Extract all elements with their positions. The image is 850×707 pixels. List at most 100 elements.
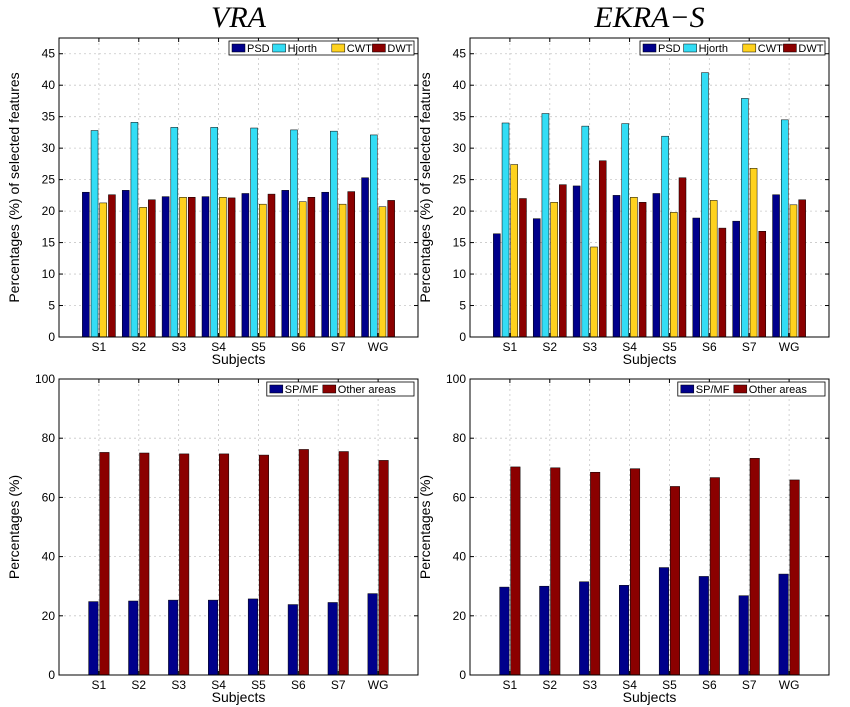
bar-other-areas-s6 (709, 477, 720, 676)
bar-cwt-s6 (709, 200, 718, 338)
y-tick-label: 30 (42, 141, 56, 155)
x-tick-label: S5 (662, 678, 677, 692)
x-tick-label: S7 (742, 340, 757, 354)
legend-label-sp-mf: SP/MF (696, 384, 730, 396)
legend-label-cwt: CWT (347, 43, 372, 55)
x-tick-label: S6 (702, 678, 717, 692)
y-tick-label: 5 (48, 299, 55, 313)
x-axis-label: Subjects (623, 689, 677, 705)
legend-label-dwt: DWT (798, 43, 823, 55)
y-tick-label: 100 (446, 372, 466, 386)
y-axis-label: Percentages (%) (6, 475, 22, 579)
x-tick-label: WG (368, 340, 389, 354)
legend-swatch-hjorth (272, 43, 286, 53)
bar-dwt-s7 (758, 230, 767, 338)
chart-title: EKRA−S (593, 1, 704, 34)
legend-label-other-areas: Other areas (749, 384, 808, 396)
bar-hjorth-s1 (501, 122, 510, 338)
x-tick-label: WG (779, 340, 800, 354)
legend-label-dwt: DWT (387, 43, 412, 55)
bar-hjorth-s5 (661, 135, 669, 338)
bar-psd-s4 (612, 195, 621, 338)
bar-hjorth-s5 (250, 127, 258, 338)
y-tick-label: 40 (453, 78, 467, 92)
bar-psd-s2 (121, 190, 130, 338)
legend-label-hjorth: Hjorth (699, 43, 728, 55)
plot-frame (58, 378, 419, 676)
bar-hjorth-wg (370, 134, 378, 338)
y-axis-label: Percentages (%) of selected features (6, 72, 22, 302)
bar-psd-s3 (572, 185, 581, 338)
legend-swatch-dwt (783, 43, 797, 53)
bar-other-areas-s6 (298, 449, 309, 676)
x-tick-label: S3 (582, 340, 597, 354)
chart-4: 0 20 40 60 80 100 S1 S2 S3 S4 S5 S6 S7 WG Subjects Perc… (417, 372, 830, 705)
y-tick-label: 40 (42, 78, 56, 92)
bar-dwt-s5 (678, 177, 687, 338)
legend: PSD Hjorth CWT DWT (228, 40, 415, 56)
x-tick-label: WG (368, 678, 389, 692)
bar-sp-mf-wg (367, 593, 378, 676)
x-tick-label: WG (779, 678, 800, 692)
y-tick-label: 20 (453, 204, 467, 218)
bar-psd-s6 (692, 217, 701, 338)
legend-swatch-psd (231, 43, 246, 53)
y-tick-label: 20 (42, 204, 56, 218)
y-tick-label: 40 (453, 550, 467, 564)
bar-sp-mf-s6 (287, 604, 298, 676)
y-tick-label: 80 (453, 431, 467, 445)
legend-swatch-dwt (372, 43, 386, 53)
y-tick-label: 35 (42, 110, 56, 124)
bar-cwt-s5 (259, 203, 267, 338)
bar-hjorth-s3 (170, 127, 179, 338)
bar-cwt-s4 (219, 197, 227, 338)
y-tick-label: 0 (48, 330, 55, 344)
bar-psd-wg (772, 194, 780, 338)
bar-sp-mf-s1 (499, 586, 510, 676)
y-tick-label: 40 (42, 550, 56, 564)
bar-sp-mf-s4 (208, 599, 219, 676)
y-tick-label: 0 (459, 330, 466, 344)
y-tick-label: 60 (42, 490, 56, 504)
x-tick-label: S5 (251, 340, 266, 354)
legend-box (677, 381, 826, 397)
bar-psd-s4 (201, 196, 210, 338)
x-tick-label: S3 (171, 678, 186, 692)
bar-sp-mf-s2 (128, 600, 139, 676)
legend-swatch-cwt (331, 43, 346, 53)
y-tick-label: 25 (42, 173, 56, 187)
y-tick-label: 0 (48, 668, 55, 682)
legend-swatch-other-areas (733, 384, 748, 394)
x-tick-label: S5 (251, 678, 266, 692)
chart-1: VRA 0 5 10 15 20 25 30 35 40 45 S1 S2 S3 S4 S5 S6 S7 WG Sub… (6, 1, 419, 367)
x-tick-label: S1 (503, 678, 518, 692)
bar-psd-s5 (241, 193, 250, 338)
x-axis-label: Subjects (623, 351, 677, 367)
x-tick-label: S1 (92, 678, 107, 692)
legend-label-psd: PSD (247, 43, 270, 55)
bar-sp-mf-s2 (539, 585, 550, 676)
x-tick-label: S4 (211, 678, 226, 692)
bar-dwt-s1 (108, 194, 116, 338)
legend-swatch-other-areas (322, 384, 337, 394)
x-tick-label: S4 (622, 678, 637, 692)
legend-swatch-psd (642, 43, 657, 53)
x-tick-label: S6 (291, 340, 306, 354)
legend-label-hjorth: Hjorth (288, 43, 317, 55)
bar-dwt-s6 (718, 227, 727, 338)
y-tick-label: 15 (453, 236, 467, 250)
y-tick-label: 0 (459, 668, 466, 682)
y-tick-label: 35 (453, 110, 467, 124)
y-tick-label: 10 (453, 267, 467, 281)
bar-other-areas-s1 (510, 466, 521, 676)
bar-cwt-s7 (338, 203, 347, 338)
y-tick-label: 80 (42, 431, 56, 445)
bar-psd-s1 (493, 233, 501, 338)
bar-hjorth-s4 (210, 127, 218, 338)
bar-other-areas-s1 (99, 452, 110, 676)
legend: SP/MF Other areas (266, 381, 415, 397)
x-tick-label: S7 (331, 678, 346, 692)
x-tick-label: S6 (291, 678, 306, 692)
bar-cwt-s5 (670, 212, 678, 338)
plot-frame (469, 378, 830, 676)
